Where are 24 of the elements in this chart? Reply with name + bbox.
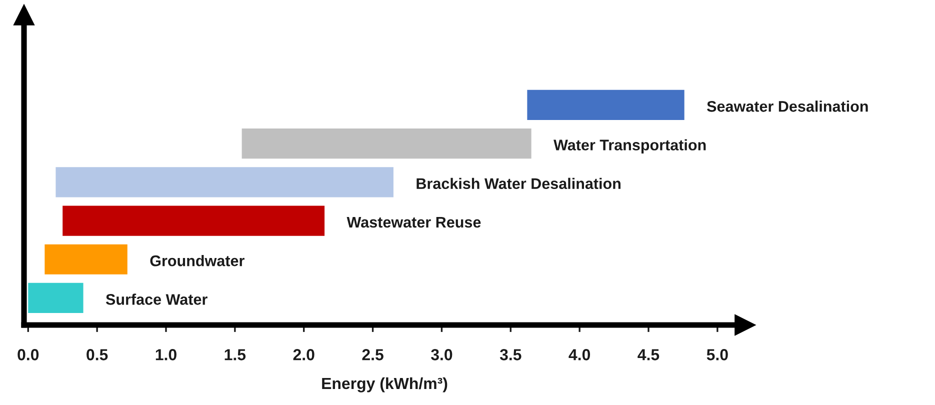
- y-tick-label: Brackish Water Desalination: [416, 178, 620, 190]
- y-tick-label: Water Transportation: [554, 139, 706, 154]
- x-axis-title: Energy (kWh/m³): [322, 377, 448, 392]
- x-tick-label: 2.0: [293, 349, 314, 360]
- x-tick-label: 1.0: [156, 349, 176, 360]
- x-tick-label: 3.5: [500, 349, 522, 360]
- x-tick-label: 4.0: [568, 349, 590, 360]
- bar: [28, 282, 84, 314]
- bar: [242, 128, 532, 159]
- y-tick-label: Wastewater Reuse: [346, 216, 481, 228]
- x-tick-label: 4.5: [638, 349, 660, 360]
- x-tick-label: 3.0: [430, 349, 452, 360]
- y-tick-label: Seawater Desalination: [707, 100, 868, 112]
- x-tick-label: 1.5: [224, 349, 246, 360]
- y-tick-label: Groundwater: [150, 255, 244, 266]
- x-tick-label: 0.0: [18, 349, 39, 360]
- bar: [56, 167, 394, 198]
- x-tick-label: 5.0: [706, 349, 728, 360]
- y-tick-label: Surface Water: [106, 294, 208, 305]
- x-tick-label: 2.5: [362, 349, 384, 360]
- bar: [44, 244, 128, 274]
- x-tick-label: 0.5: [86, 349, 108, 360]
- bar: [62, 206, 325, 236]
- bar: [527, 90, 684, 120]
